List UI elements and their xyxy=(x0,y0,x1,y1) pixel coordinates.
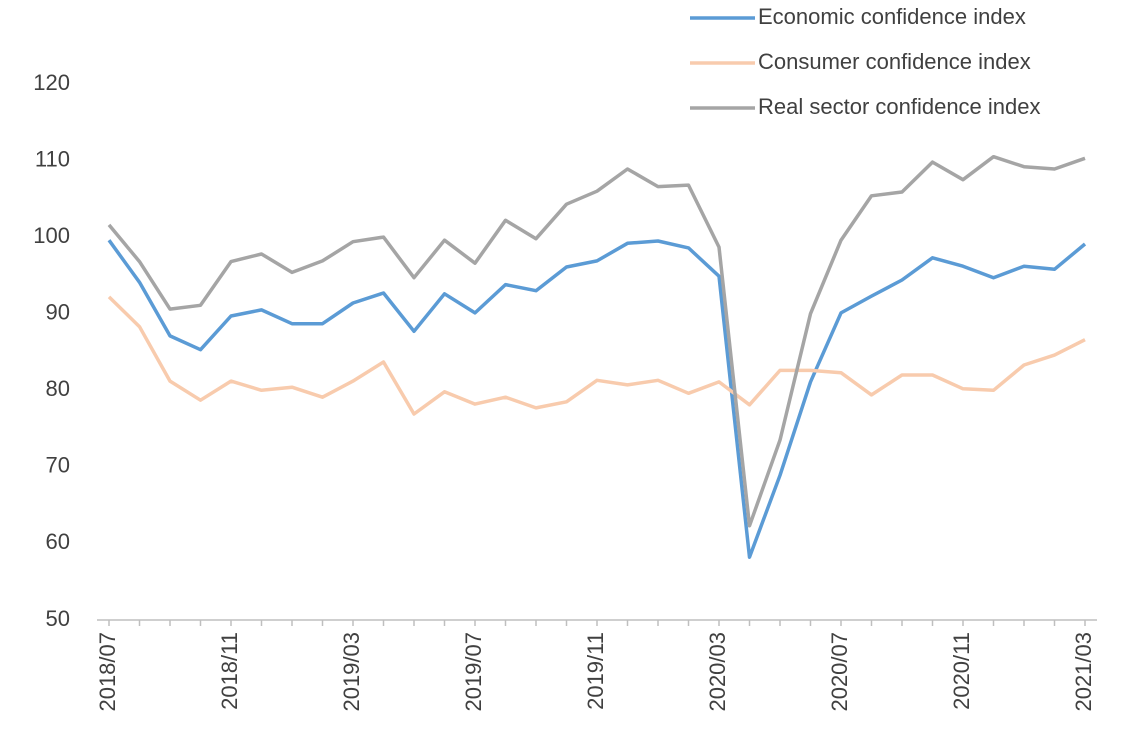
x-tick-label: 2018/07 xyxy=(95,632,120,712)
x-tick-label: 2021/03 xyxy=(1071,632,1096,712)
y-tick-label: 80 xyxy=(46,376,70,401)
x-tick-label: 2020/03 xyxy=(705,632,730,712)
legend-label: Economic confidence index xyxy=(758,4,1026,29)
y-tick-label: 70 xyxy=(46,453,70,478)
y-tick-label: 90 xyxy=(46,300,70,325)
x-tick-label: 2020/07 xyxy=(827,632,852,712)
y-tick-label: 120 xyxy=(33,70,70,95)
y-tick-label: 100 xyxy=(33,223,70,248)
series-line xyxy=(107,239,1087,559)
y-tick-label: 110 xyxy=(35,146,70,171)
legend-label: Consumer confidence index xyxy=(758,49,1031,74)
y-tick-label: 60 xyxy=(46,529,70,554)
series-line xyxy=(107,154,1086,528)
x-tick-label: 2019/11 xyxy=(583,632,608,710)
x-tick-label: 2020/11 xyxy=(949,632,974,710)
x-tick-label: 2018/11 xyxy=(217,632,242,710)
x-tick-label: 2019/07 xyxy=(461,632,486,712)
series-line xyxy=(107,295,1086,416)
y-tick-label: 50 xyxy=(46,606,70,631)
legend-label: Real sector confidence index xyxy=(758,94,1041,119)
x-tick-label: 2019/03 xyxy=(339,632,364,712)
